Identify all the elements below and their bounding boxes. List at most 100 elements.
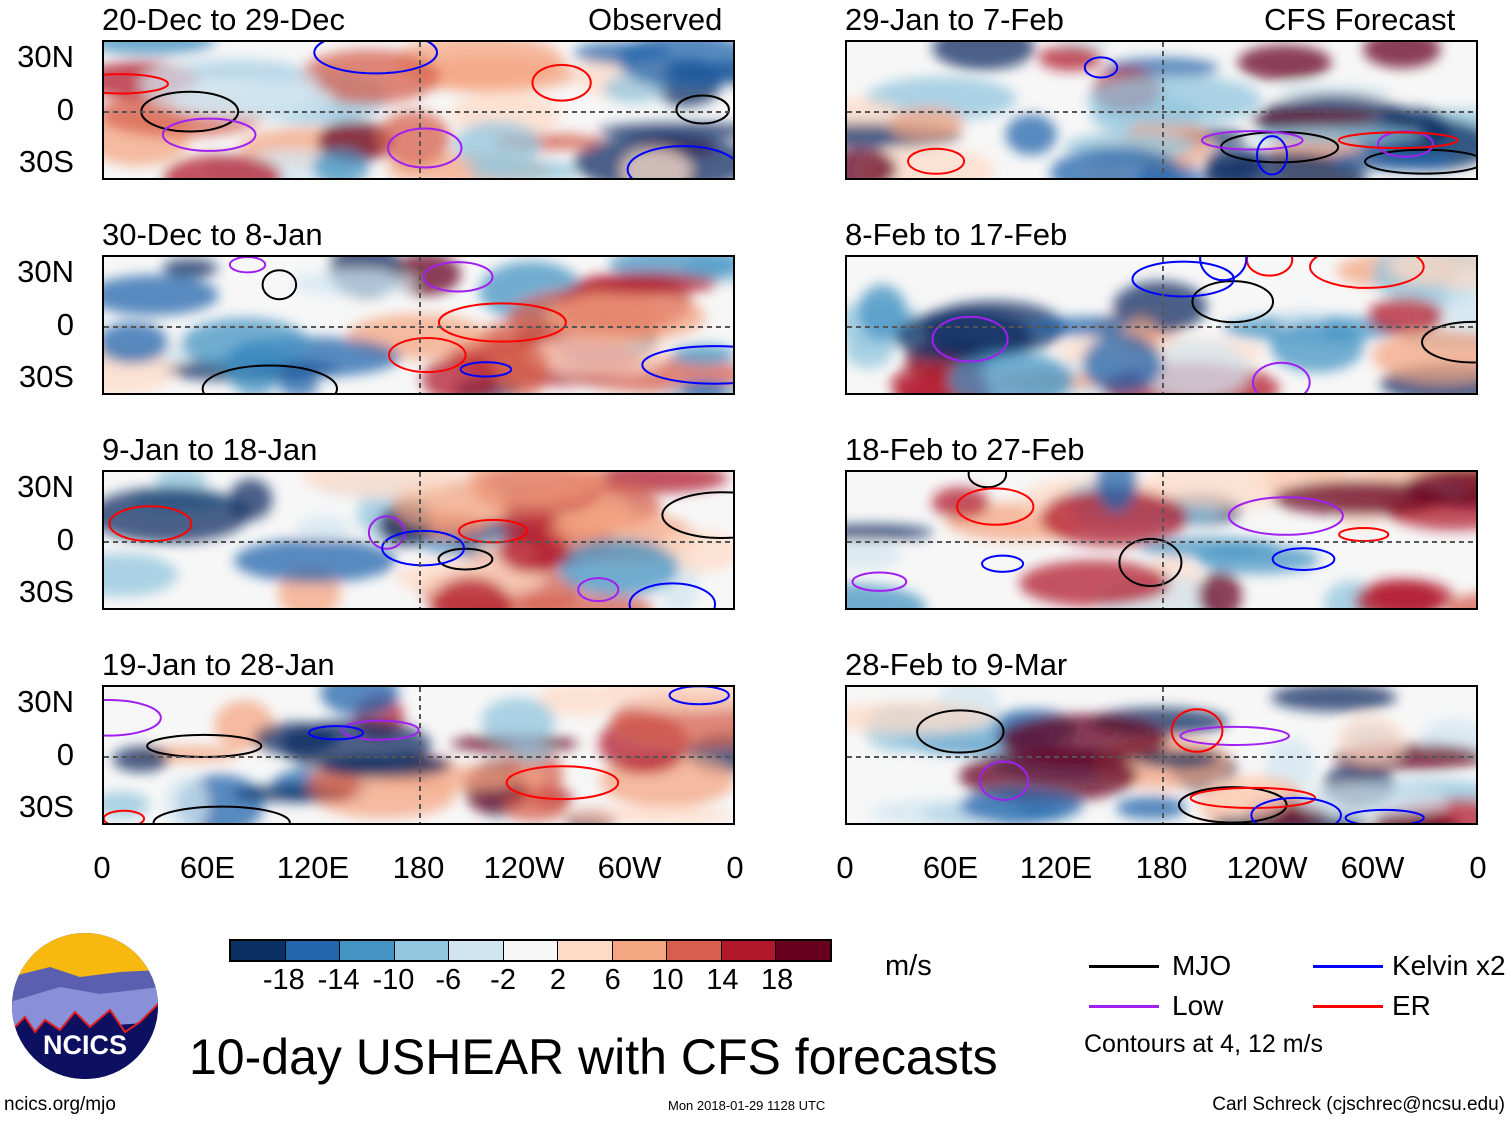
colorbar-swatch xyxy=(449,941,504,960)
shading-blob xyxy=(1271,687,1397,712)
contour-line xyxy=(459,361,513,378)
shading-blob xyxy=(932,42,1035,71)
contour-line xyxy=(422,261,494,293)
shading-blob xyxy=(524,334,668,377)
contour-line xyxy=(851,571,908,592)
contour-line xyxy=(1271,547,1336,571)
colorbar-label: 14 xyxy=(706,964,739,996)
contour-line xyxy=(313,42,439,75)
contour-line xyxy=(626,145,733,178)
colorbar-label: -2 xyxy=(490,964,516,996)
legend-er-label: ER xyxy=(1392,990,1431,1021)
contour-line xyxy=(437,302,567,343)
shading-blob xyxy=(1199,776,1290,819)
lon-label: 60W xyxy=(1340,850,1405,885)
lon-label: 0 xyxy=(836,850,854,885)
contour-line xyxy=(1337,131,1459,149)
contour-line xyxy=(161,117,257,152)
shading-blob xyxy=(847,97,903,131)
shading-blob xyxy=(1019,560,1170,607)
shading-blob xyxy=(1196,544,1320,574)
shading-blob xyxy=(453,120,541,169)
shading-blob xyxy=(1272,480,1448,516)
lat-label: 0 xyxy=(56,737,74,772)
lon-label: 0 xyxy=(93,850,111,885)
colorbar-swatch xyxy=(285,941,341,960)
contour-line xyxy=(907,147,966,175)
shading-blob xyxy=(163,154,283,178)
lat-label: 30S xyxy=(18,144,74,179)
contour-line xyxy=(628,582,717,608)
shading-blob xyxy=(1447,593,1476,608)
shading-blob xyxy=(1086,74,1262,127)
shading-blob xyxy=(104,274,219,316)
colorbar-swatch xyxy=(776,941,831,960)
shading-blob xyxy=(847,524,934,541)
shading-blob xyxy=(998,714,1168,766)
cfs-forecast-label: CFS Forecast xyxy=(1264,2,1456,37)
legend-er-line xyxy=(1313,1005,1383,1008)
lon-label: 120W xyxy=(483,850,565,885)
shading-blob xyxy=(278,375,319,393)
shading-blob xyxy=(104,42,216,56)
shading-blob xyxy=(1198,571,1242,608)
shading-blob xyxy=(104,487,250,543)
map-panel xyxy=(102,470,735,610)
contour-line xyxy=(1131,260,1235,298)
map-panel xyxy=(102,40,735,180)
shading-blob xyxy=(1363,42,1441,69)
lon-label: 60E xyxy=(179,850,236,885)
contour-line xyxy=(1179,725,1290,746)
panel-title: 8-Feb to 17-Feb xyxy=(845,217,1068,252)
shading-blob xyxy=(312,148,369,178)
panel-title: 20-Dec to 29-Dec xyxy=(102,2,345,37)
shading-blob xyxy=(104,553,178,597)
contour-line xyxy=(381,529,465,567)
footer-url[interactable]: ncics.org/mjo xyxy=(4,1094,116,1115)
colorbar-swatch xyxy=(721,941,777,960)
shading-blob xyxy=(1038,44,1103,72)
contour-line xyxy=(1377,130,1434,158)
contour-line xyxy=(1344,808,1425,823)
contour-line xyxy=(437,547,494,571)
shading-blob xyxy=(1203,146,1263,178)
lon-label: 0 xyxy=(726,850,744,885)
contour-line xyxy=(228,257,267,274)
contour-line xyxy=(1245,257,1294,277)
colorbar-label: -6 xyxy=(435,964,462,996)
shading-blob xyxy=(931,486,990,519)
shading-blob xyxy=(564,805,733,823)
shading-blob xyxy=(307,767,361,802)
shading-blob xyxy=(1249,110,1377,129)
shading-blob xyxy=(104,791,150,818)
lat-label: 30N xyxy=(17,254,74,289)
shading-blob xyxy=(319,756,449,779)
contour-line xyxy=(931,315,1009,363)
map-panel xyxy=(845,255,1478,395)
colorbar-swatch xyxy=(503,941,559,960)
colorbar-swatch xyxy=(394,941,450,960)
lon-label: 180 xyxy=(392,850,445,885)
shading-blob xyxy=(1039,489,1188,547)
legend-low-line xyxy=(1089,1005,1159,1008)
map-panel xyxy=(845,40,1478,180)
contour-line xyxy=(104,809,146,823)
lon-label: 180 xyxy=(1135,850,1188,885)
lat-label: 30S xyxy=(18,574,74,609)
contour-line xyxy=(661,491,733,539)
contour-line xyxy=(531,63,592,102)
shading-blob xyxy=(865,76,1017,121)
shading-blob xyxy=(233,538,397,583)
contour-line xyxy=(104,698,162,737)
shading-blob xyxy=(1082,334,1163,393)
shading-blob xyxy=(292,270,416,297)
contour-line xyxy=(978,760,1030,801)
legend-mjo-label: MJO xyxy=(1172,950,1232,981)
shading-blob xyxy=(847,148,898,178)
shading-blob xyxy=(377,110,451,166)
shading-blob xyxy=(494,341,549,393)
figure-title: 10-day USHEAR with CFS forecasts xyxy=(189,1029,998,1085)
colorbar-swatch xyxy=(558,941,613,960)
lat-label: 0 xyxy=(56,522,74,557)
contour-line xyxy=(1083,56,1119,79)
